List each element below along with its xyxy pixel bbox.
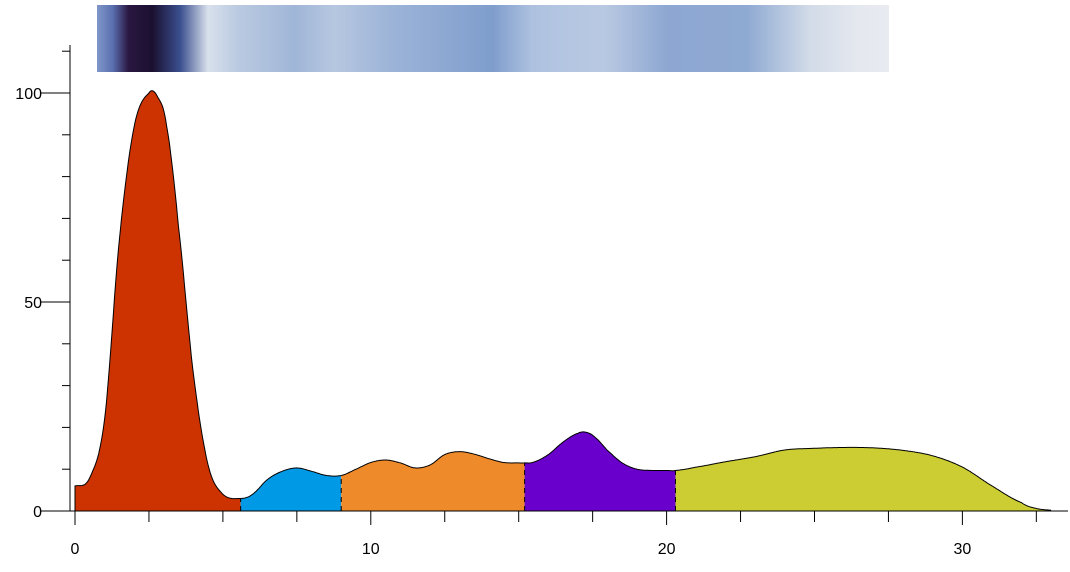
x-axis: 0 10 20 30 — [70, 510, 1068, 558]
band-dividers — [240, 462, 676, 511]
y-tick-label: 0 — [33, 504, 42, 521]
y-tick-label: 100 — [15, 86, 42, 103]
band-area-2 — [240, 467, 342, 511]
x-tick-label: 10 — [362, 541, 380, 558]
x-tick-label: 0 — [71, 541, 80, 558]
band-area-1 — [75, 90, 241, 511]
band-areas — [75, 90, 1052, 511]
y-axis: 0 50 100 — [15, 45, 71, 521]
band-area-4 — [524, 431, 676, 511]
band-area-5 — [675, 447, 1052, 511]
band-area-3 — [341, 451, 525, 511]
x-tick-label: 30 — [953, 541, 971, 558]
profile-outline — [74, 90, 1052, 511]
gel-lane-image — [97, 5, 889, 72]
y-tick-label: 50 — [24, 295, 42, 312]
x-tick-label: 20 — [658, 541, 676, 558]
